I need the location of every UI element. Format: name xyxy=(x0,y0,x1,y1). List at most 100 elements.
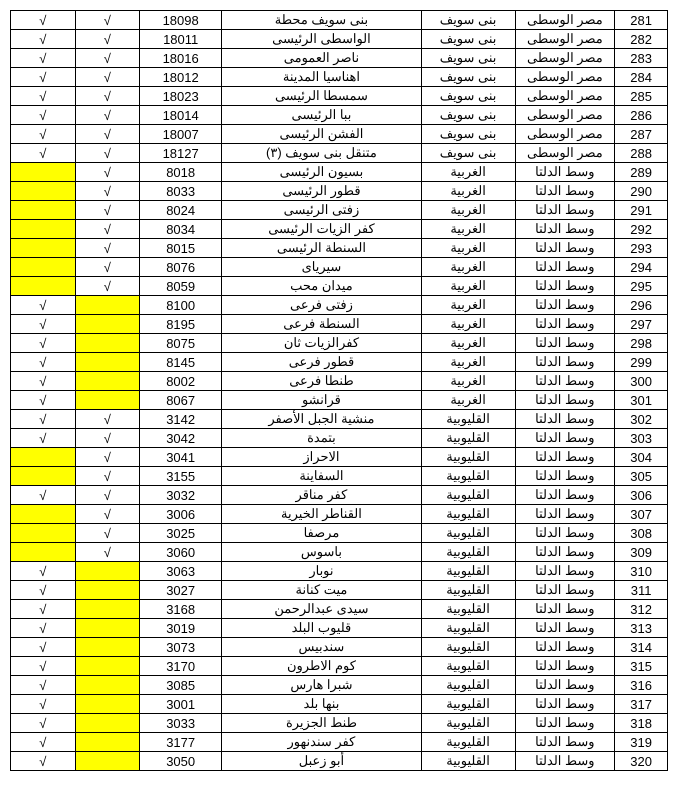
cell-check2: √ xyxy=(11,334,76,353)
cell-name: السفاينة xyxy=(222,467,421,486)
cell-name: بنها بلد xyxy=(222,695,421,714)
cell-name: كوم الاطرون xyxy=(222,657,421,676)
cell-num: 296 xyxy=(615,296,668,315)
cell-region: وسط الدلتا xyxy=(515,714,615,733)
cell-region: وسط الدلتا xyxy=(515,410,615,429)
cell-num: 284 xyxy=(615,68,668,87)
cell-check1 xyxy=(75,391,140,410)
cell-code: 3170 xyxy=(140,657,222,676)
cell-region: مصر الوسطى xyxy=(515,106,615,125)
cell-name: طنطا فرعى xyxy=(222,372,421,391)
cell-check2: √ xyxy=(11,429,76,448)
cell-num: 291 xyxy=(615,201,668,220)
table-row: 289وسط الدلتاالغربيةبسيون الرئيسى8018√ xyxy=(11,163,668,182)
cell-name: كفر سندنهور xyxy=(222,733,421,752)
cell-gov: القليوبية xyxy=(421,619,515,638)
cell-num: 319 xyxy=(615,733,668,752)
cell-code: 18098 xyxy=(140,11,222,30)
cell-gov: الغربية xyxy=(421,239,515,258)
cell-check2: √ xyxy=(11,600,76,619)
cell-code: 3001 xyxy=(140,695,222,714)
cell-gov: الغربية xyxy=(421,353,515,372)
cell-gov: القليوبية xyxy=(421,448,515,467)
cell-check1: √ xyxy=(75,448,140,467)
cell-num: 289 xyxy=(615,163,668,182)
cell-gov: القليوبية xyxy=(421,562,515,581)
cell-region: مصر الوسطى xyxy=(515,68,615,87)
cell-check1: √ xyxy=(75,239,140,258)
cell-num: 314 xyxy=(615,638,668,657)
cell-check1: √ xyxy=(75,163,140,182)
cell-region: وسط الدلتا xyxy=(515,448,615,467)
cell-name: قرانشو xyxy=(222,391,421,410)
table-row: 317وسط الدلتاالقليوبيةبنها بلد3001√ xyxy=(11,695,668,714)
cell-name: قليوب البلد xyxy=(222,619,421,638)
table-row: 297وسط الدلتاالغربيةالسنطة فرعى8195√ xyxy=(11,315,668,334)
cell-num: 293 xyxy=(615,239,668,258)
cell-gov: القليوبية xyxy=(421,695,515,714)
cell-num: 298 xyxy=(615,334,668,353)
cell-name: السنطة فرعى xyxy=(222,315,421,334)
cell-region: مصر الوسطى xyxy=(515,49,615,68)
cell-code: 8033 xyxy=(140,182,222,201)
cell-region: وسط الدلتا xyxy=(515,505,615,524)
cell-name: متنقل بنى سويف (٣) xyxy=(222,144,421,163)
cell-region: وسط الدلتا xyxy=(515,429,615,448)
table-row: 290وسط الدلتاالغربيةقطور الرئيسى8033√ xyxy=(11,182,668,201)
cell-name: سيرياى xyxy=(222,258,421,277)
cell-region: مصر الوسطى xyxy=(515,144,615,163)
table-row: 310وسط الدلتاالقليوبيةنوبار3063√ xyxy=(11,562,668,581)
cell-gov: الغربية xyxy=(421,315,515,334)
cell-gov: القليوبية xyxy=(421,524,515,543)
cell-name: باسوس xyxy=(222,543,421,562)
table-row: 303وسط الدلتاالقليوبيةبتمدة3042√√ xyxy=(11,429,668,448)
cell-check2: √ xyxy=(11,410,76,429)
cell-region: وسط الدلتا xyxy=(515,391,615,410)
cell-gov: القليوبية xyxy=(421,429,515,448)
cell-num: 320 xyxy=(615,752,668,771)
cell-gov: بنى سويف xyxy=(421,144,515,163)
cell-code: 8034 xyxy=(140,220,222,239)
table-row: 309وسط الدلتاالقليوبيةباسوس3060√ xyxy=(11,543,668,562)
table-row: 308وسط الدلتاالقليوبيةمرصفا3025√ xyxy=(11,524,668,543)
cell-num: 282 xyxy=(615,30,668,49)
cell-gov: القليوبية xyxy=(421,486,515,505)
cell-code: 3025 xyxy=(140,524,222,543)
cell-num: 303 xyxy=(615,429,668,448)
cell-num: 309 xyxy=(615,543,668,562)
table-row: 293وسط الدلتاالغربيةالسنطة الرئيسى8015√ xyxy=(11,239,668,258)
cell-check2 xyxy=(11,448,76,467)
table-row: 307وسط الدلتاالقليوبيةالقناطر الخيرية300… xyxy=(11,505,668,524)
cell-code: 8145 xyxy=(140,353,222,372)
cell-check2: √ xyxy=(11,144,76,163)
cell-gov: القليوبية xyxy=(421,676,515,695)
cell-check1 xyxy=(75,695,140,714)
cell-region: وسط الدلتا xyxy=(515,695,615,714)
cell-gov: الغربية xyxy=(421,391,515,410)
cell-region: وسط الدلتا xyxy=(515,296,615,315)
cell-code: 3155 xyxy=(140,467,222,486)
cell-name: نوبار xyxy=(222,562,421,581)
cell-code: 8059 xyxy=(140,277,222,296)
cell-code: 18012 xyxy=(140,68,222,87)
cell-check2: √ xyxy=(11,695,76,714)
cell-region: وسط الدلتا xyxy=(515,657,615,676)
cell-check2: √ xyxy=(11,296,76,315)
cell-check2 xyxy=(11,220,76,239)
cell-check2: √ xyxy=(11,391,76,410)
cell-region: وسط الدلتا xyxy=(515,581,615,600)
cell-num: 307 xyxy=(615,505,668,524)
cell-num: 297 xyxy=(615,315,668,334)
table-row: 306وسط الدلتاالقليوبيةكفر مناقر3032√√ xyxy=(11,486,668,505)
cell-region: وسط الدلتا xyxy=(515,638,615,657)
cell-code: 8067 xyxy=(140,391,222,410)
cell-num: 301 xyxy=(615,391,668,410)
cell-check1: √ xyxy=(75,182,140,201)
cell-gov: الغربية xyxy=(421,163,515,182)
cell-num: 295 xyxy=(615,277,668,296)
cell-num: 311 xyxy=(615,581,668,600)
cell-check1: √ xyxy=(75,125,140,144)
table-row: 318وسط الدلتاالقليوبيةطنط الجزيرة3033√ xyxy=(11,714,668,733)
cell-check1 xyxy=(75,353,140,372)
cell-check2: √ xyxy=(11,68,76,87)
